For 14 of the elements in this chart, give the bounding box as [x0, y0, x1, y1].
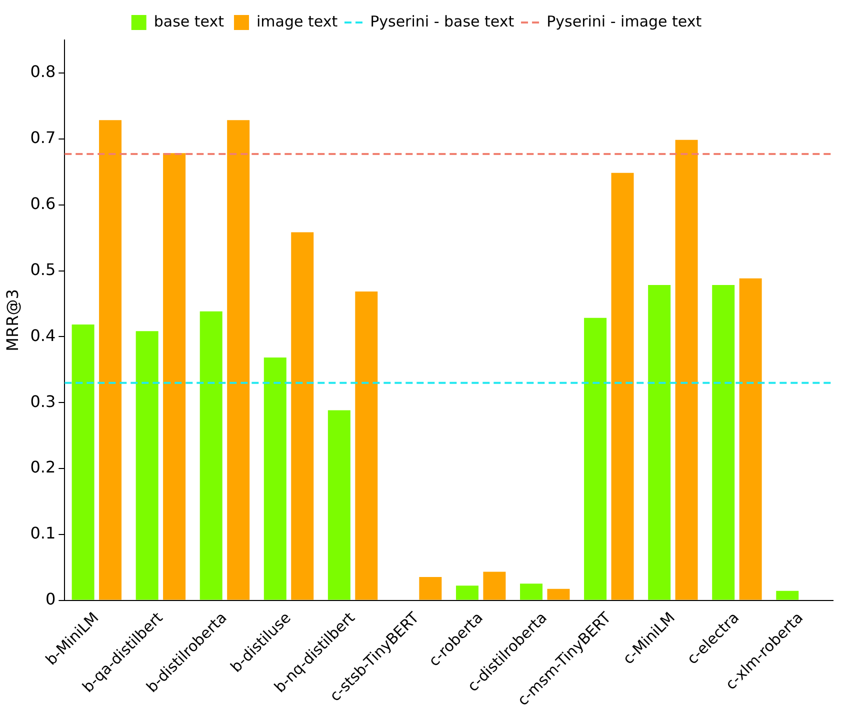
y-tick-label: 0.7 — [30, 128, 56, 148]
legend-label: image text — [256, 12, 338, 30]
y-tick-label: 0.3 — [30, 392, 56, 411]
y-tick-label: 0.2 — [30, 458, 56, 477]
legend-label: base text — [154, 12, 224, 30]
y-tick-label: 0.1 — [30, 524, 56, 543]
y-tick-label: 0 — [45, 590, 56, 609]
y-tick-label: 0.8 — [30, 62, 56, 82]
legend-label: Pyserini - image text — [546, 12, 702, 30]
y-tick-label: 0.6 — [30, 194, 56, 213]
legend-label: Pyserini - base text — [370, 12, 514, 30]
y-tick-label: 0.5 — [30, 260, 56, 279]
y-axis-title: MRR@3 — [2, 289, 22, 352]
y-tick-label: 0.4 — [30, 326, 56, 345]
